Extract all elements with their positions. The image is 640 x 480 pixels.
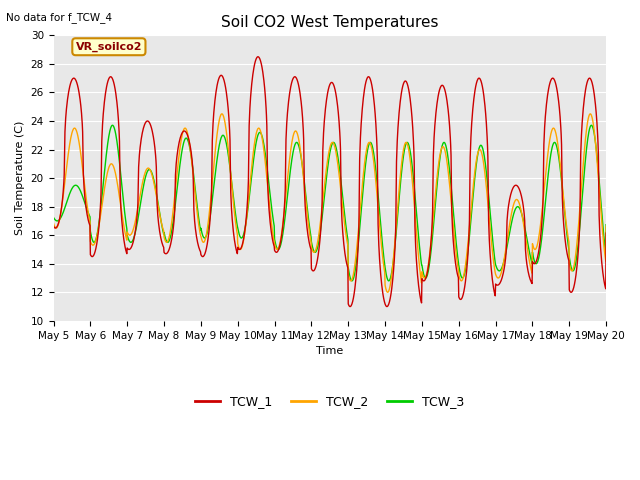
TCW_1 [532,258,540,264]
TCW_1 [92,249,99,254]
TCW_1 [174,145,182,151]
Text: VR_soilco2: VR_soilco2 [76,42,142,52]
TCW_1 [371,111,379,117]
TCW_3 [219,132,227,138]
Line: TCW_2: TCW_2 [54,114,606,292]
Legend: TCW_1, TCW_2, TCW_3: TCW_1, TCW_2, TCW_3 [190,390,470,413]
TCW_1 [514,184,522,190]
TCW_1 [50,224,58,229]
TCW_2 [218,111,226,117]
Text: No data for f_TCW_4: No data for f_TCW_4 [6,12,113,23]
Line: TCW_1: TCW_1 [54,57,606,307]
TCW_2 [219,111,227,117]
TCW_2 [384,289,392,295]
TCW_3 [50,215,58,220]
TCW_2 [92,240,99,245]
Title: Soil CO2 West Temperatures: Soil CO2 West Temperatures [221,15,438,30]
TCW_2 [174,161,182,167]
TCW_3 [175,174,182,180]
TCW_1 [383,304,391,310]
TCW_1 [254,54,262,60]
TCW_2 [50,220,58,226]
TCW_3 [514,204,522,210]
TCW_1 [218,73,226,79]
TCW_3 [92,239,99,244]
TCW_2 [371,172,379,178]
TCW_3 [372,165,380,170]
TCW_3 [348,278,356,284]
Line: TCW_3: TCW_3 [54,125,606,281]
TCW_2 [532,245,540,251]
TCW_1 [602,230,610,236]
TCW_3 [109,122,116,128]
TCW_3 [602,222,610,228]
Y-axis label: Soil Temperature (C): Soil Temperature (C) [15,121,25,235]
TCW_2 [514,198,522,204]
TCW_3 [532,261,540,266]
X-axis label: Time: Time [316,346,344,356]
TCW_2 [602,224,610,229]
